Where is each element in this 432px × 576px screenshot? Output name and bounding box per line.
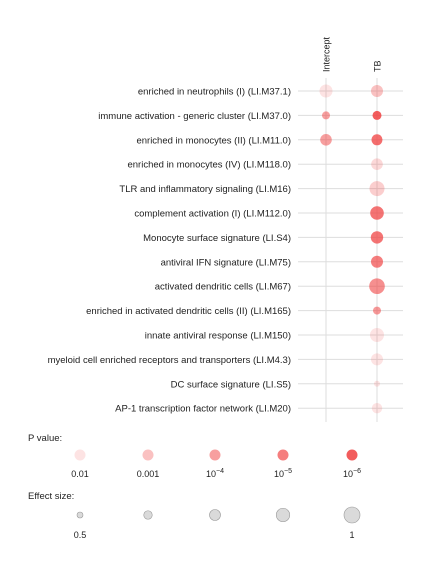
row-label: enriched in monocytes (II) (LI.M11.0)	[136, 135, 291, 146]
column-label: TB	[373, 60, 383, 72]
data-dot	[370, 231, 384, 244]
pvalue-legend-label: 10−6	[343, 468, 361, 479]
pvalue-legend-dot	[74, 449, 86, 461]
row-label: enriched in monocytes (IV) (LI.M118.0)	[127, 160, 291, 171]
row-label: innate antiviral response (LI.M150)	[145, 331, 291, 342]
row-label: myeloid cell enriched receptors and tran…	[48, 355, 291, 366]
data-dot	[371, 255, 383, 268]
row-label: DC surface signature (LI.S5)	[171, 379, 291, 390]
row-label: Monocyte surface signature (LI.S4)	[143, 233, 291, 244]
row-label: complement activation (I) (LI.M112.0)	[134, 209, 291, 220]
data-dot	[371, 158, 383, 170]
pvalue-legend-label: 0.01	[71, 469, 89, 479]
row-labels: enriched in neutrophils (I) (LI.M37.1) im…	[48, 87, 291, 415]
row-label: immune activation - generic cluster (LI.…	[98, 111, 291, 122]
data-dot	[369, 278, 385, 295]
data-dot	[370, 328, 384, 342]
column-label: Intercept	[322, 36, 332, 72]
effect-legend-dot	[143, 510, 153, 520]
data-dot	[371, 85, 383, 97]
column-labels: Intercept TB	[322, 36, 383, 72]
pvalue-legend-label: 0.001	[137, 469, 160, 479]
effect-legend-label: 0.5	[74, 530, 87, 540]
data-dots	[319, 84, 385, 414]
effect-size-legend: Effect size: 0.5 1	[28, 491, 361, 540]
data-dot	[371, 353, 383, 366]
pvalue-legend-dot	[142, 449, 154, 461]
data-dot	[322, 111, 330, 120]
pvalue-legend-dot	[346, 449, 358, 461]
effect-legend-label: 1	[349, 530, 354, 540]
pvalue-legend-title: P value:	[28, 433, 62, 444]
pvalue-legend: P value: 0.01 0.001 10−4 10−5 10−6	[28, 433, 361, 479]
data-dot	[369, 181, 385, 197]
data-dot	[371, 134, 383, 146]
row-label: AP-1 transcription factor network (LI.M2…	[115, 404, 291, 415]
data-dot	[372, 110, 382, 120]
effect-legend-dot	[275, 507, 291, 523]
row-label: TLR and inflammatory signaling (LI.M16)	[119, 184, 291, 195]
pvalue-legend-dot	[209, 449, 221, 461]
row-label: enriched in neutrophils (I) (LI.M37.1)	[138, 87, 291, 98]
data-dot	[319, 84, 333, 98]
row-label: activated dendritic cells (LI.M67)	[155, 282, 291, 293]
pvalue-legend-label: 10−5	[274, 468, 292, 479]
data-dot	[373, 306, 381, 315]
pvalue-legend-label: 10−4	[206, 468, 224, 479]
pvalue-legend-dot	[277, 449, 289, 461]
effect-legend-dot	[343, 506, 361, 524]
data-dot	[370, 206, 384, 220]
effect-legend-title: Effect size:	[28, 491, 74, 502]
effect-legend-dot	[76, 511, 84, 519]
effect-legend-dot	[209, 509, 221, 521]
row-label: enriched in activated dendritic cells (I…	[86, 306, 291, 317]
data-dot	[371, 403, 383, 414]
grid-lines	[298, 78, 403, 422]
data-dot	[320, 134, 332, 146]
row-label: antiviral IFN signature (LI.M75)	[161, 257, 291, 268]
data-dot	[374, 380, 380, 387]
